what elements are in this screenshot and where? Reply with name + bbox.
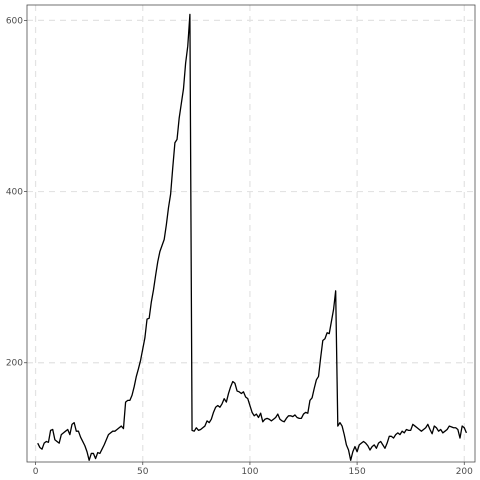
panel-border (26, 4, 476, 463)
x-tick-label: 150 (349, 467, 366, 477)
y-tick-label: 400 (6, 188, 23, 198)
x-tick-label: 200 (456, 467, 473, 477)
y-tick-label: 200 (6, 359, 23, 369)
x-tick-label: 50 (137, 467, 149, 477)
series-line (37, 13, 468, 461)
x-axis: 0 50 100 150 200 (33, 462, 473, 477)
x-tick-label: 0 (33, 467, 39, 477)
x-tick-label: 100 (241, 467, 258, 477)
y-axis: 200 400 600 (6, 16, 27, 369)
horizontal-gridlines (27, 19, 475, 364)
y-tick-label: 600 (6, 16, 23, 26)
series-group (37, 13, 468, 461)
